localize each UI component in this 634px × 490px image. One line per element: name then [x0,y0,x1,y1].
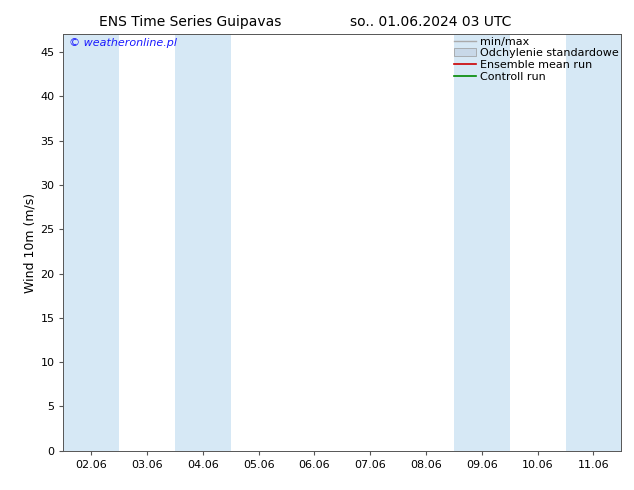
Bar [566,34,621,451]
Bar [454,34,510,451]
Text: so.. 01.06.2024 03 UTC: so.. 01.06.2024 03 UTC [351,15,512,29]
Text: © weatheronline.pl: © weatheronline.pl [69,38,177,49]
Legend: min/max, Odchylenie standardowe, Ensemble mean run, Controll run: min/max, Odchylenie standardowe, Ensembl… [454,37,619,81]
Bar [621,34,634,451]
Bar [175,34,231,451]
Bar [63,34,119,451]
Text: ENS Time Series Guipavas: ENS Time Series Guipavas [99,15,281,29]
Y-axis label: Wind 10m (m/s): Wind 10m (m/s) [23,193,36,293]
